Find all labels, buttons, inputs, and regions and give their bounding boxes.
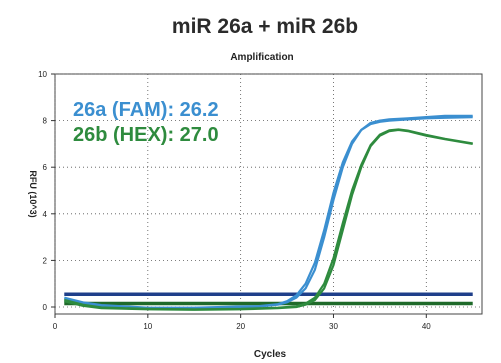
x-tick-label-3: 30 xyxy=(329,322,338,331)
chart-header-title: miR 26a + miR 26b xyxy=(172,15,358,38)
x-tick-label-1: 10 xyxy=(143,322,152,331)
annotation-26a: 26a (FAM): 26.2 xyxy=(73,99,219,121)
annotation-26b: 26b (HEX): 27.0 xyxy=(73,124,219,146)
y-tick-label-1: 2 xyxy=(43,256,48,265)
y-axis-label: RFU (10^3) xyxy=(28,170,38,217)
series-line-1 xyxy=(64,116,473,309)
x-tick-label-0: 0 xyxy=(53,322,58,331)
plot-area xyxy=(54,73,483,315)
y-tick-label-2: 4 xyxy=(43,210,48,219)
x-tick-label-2: 20 xyxy=(236,322,245,331)
series-lines xyxy=(64,114,473,311)
y-tick-label-4: 8 xyxy=(43,117,48,126)
threshold-lines xyxy=(64,292,473,306)
y-axis-ticks: 0 2 4 6 8 10 xyxy=(38,70,55,312)
x-tick-label-4: 40 xyxy=(422,322,431,331)
series-line-3 xyxy=(64,128,473,311)
x-axis-ticks: 0 10 20 30 40 xyxy=(53,314,431,331)
y-tick-label-0: 0 xyxy=(43,303,48,312)
chart-title: Amplification xyxy=(230,52,293,63)
y-tick-label-5: 10 xyxy=(38,70,47,79)
x-axis-label: Cycles xyxy=(254,349,287,360)
y-tick-label-3: 6 xyxy=(43,163,48,172)
grid-lines xyxy=(54,73,482,314)
